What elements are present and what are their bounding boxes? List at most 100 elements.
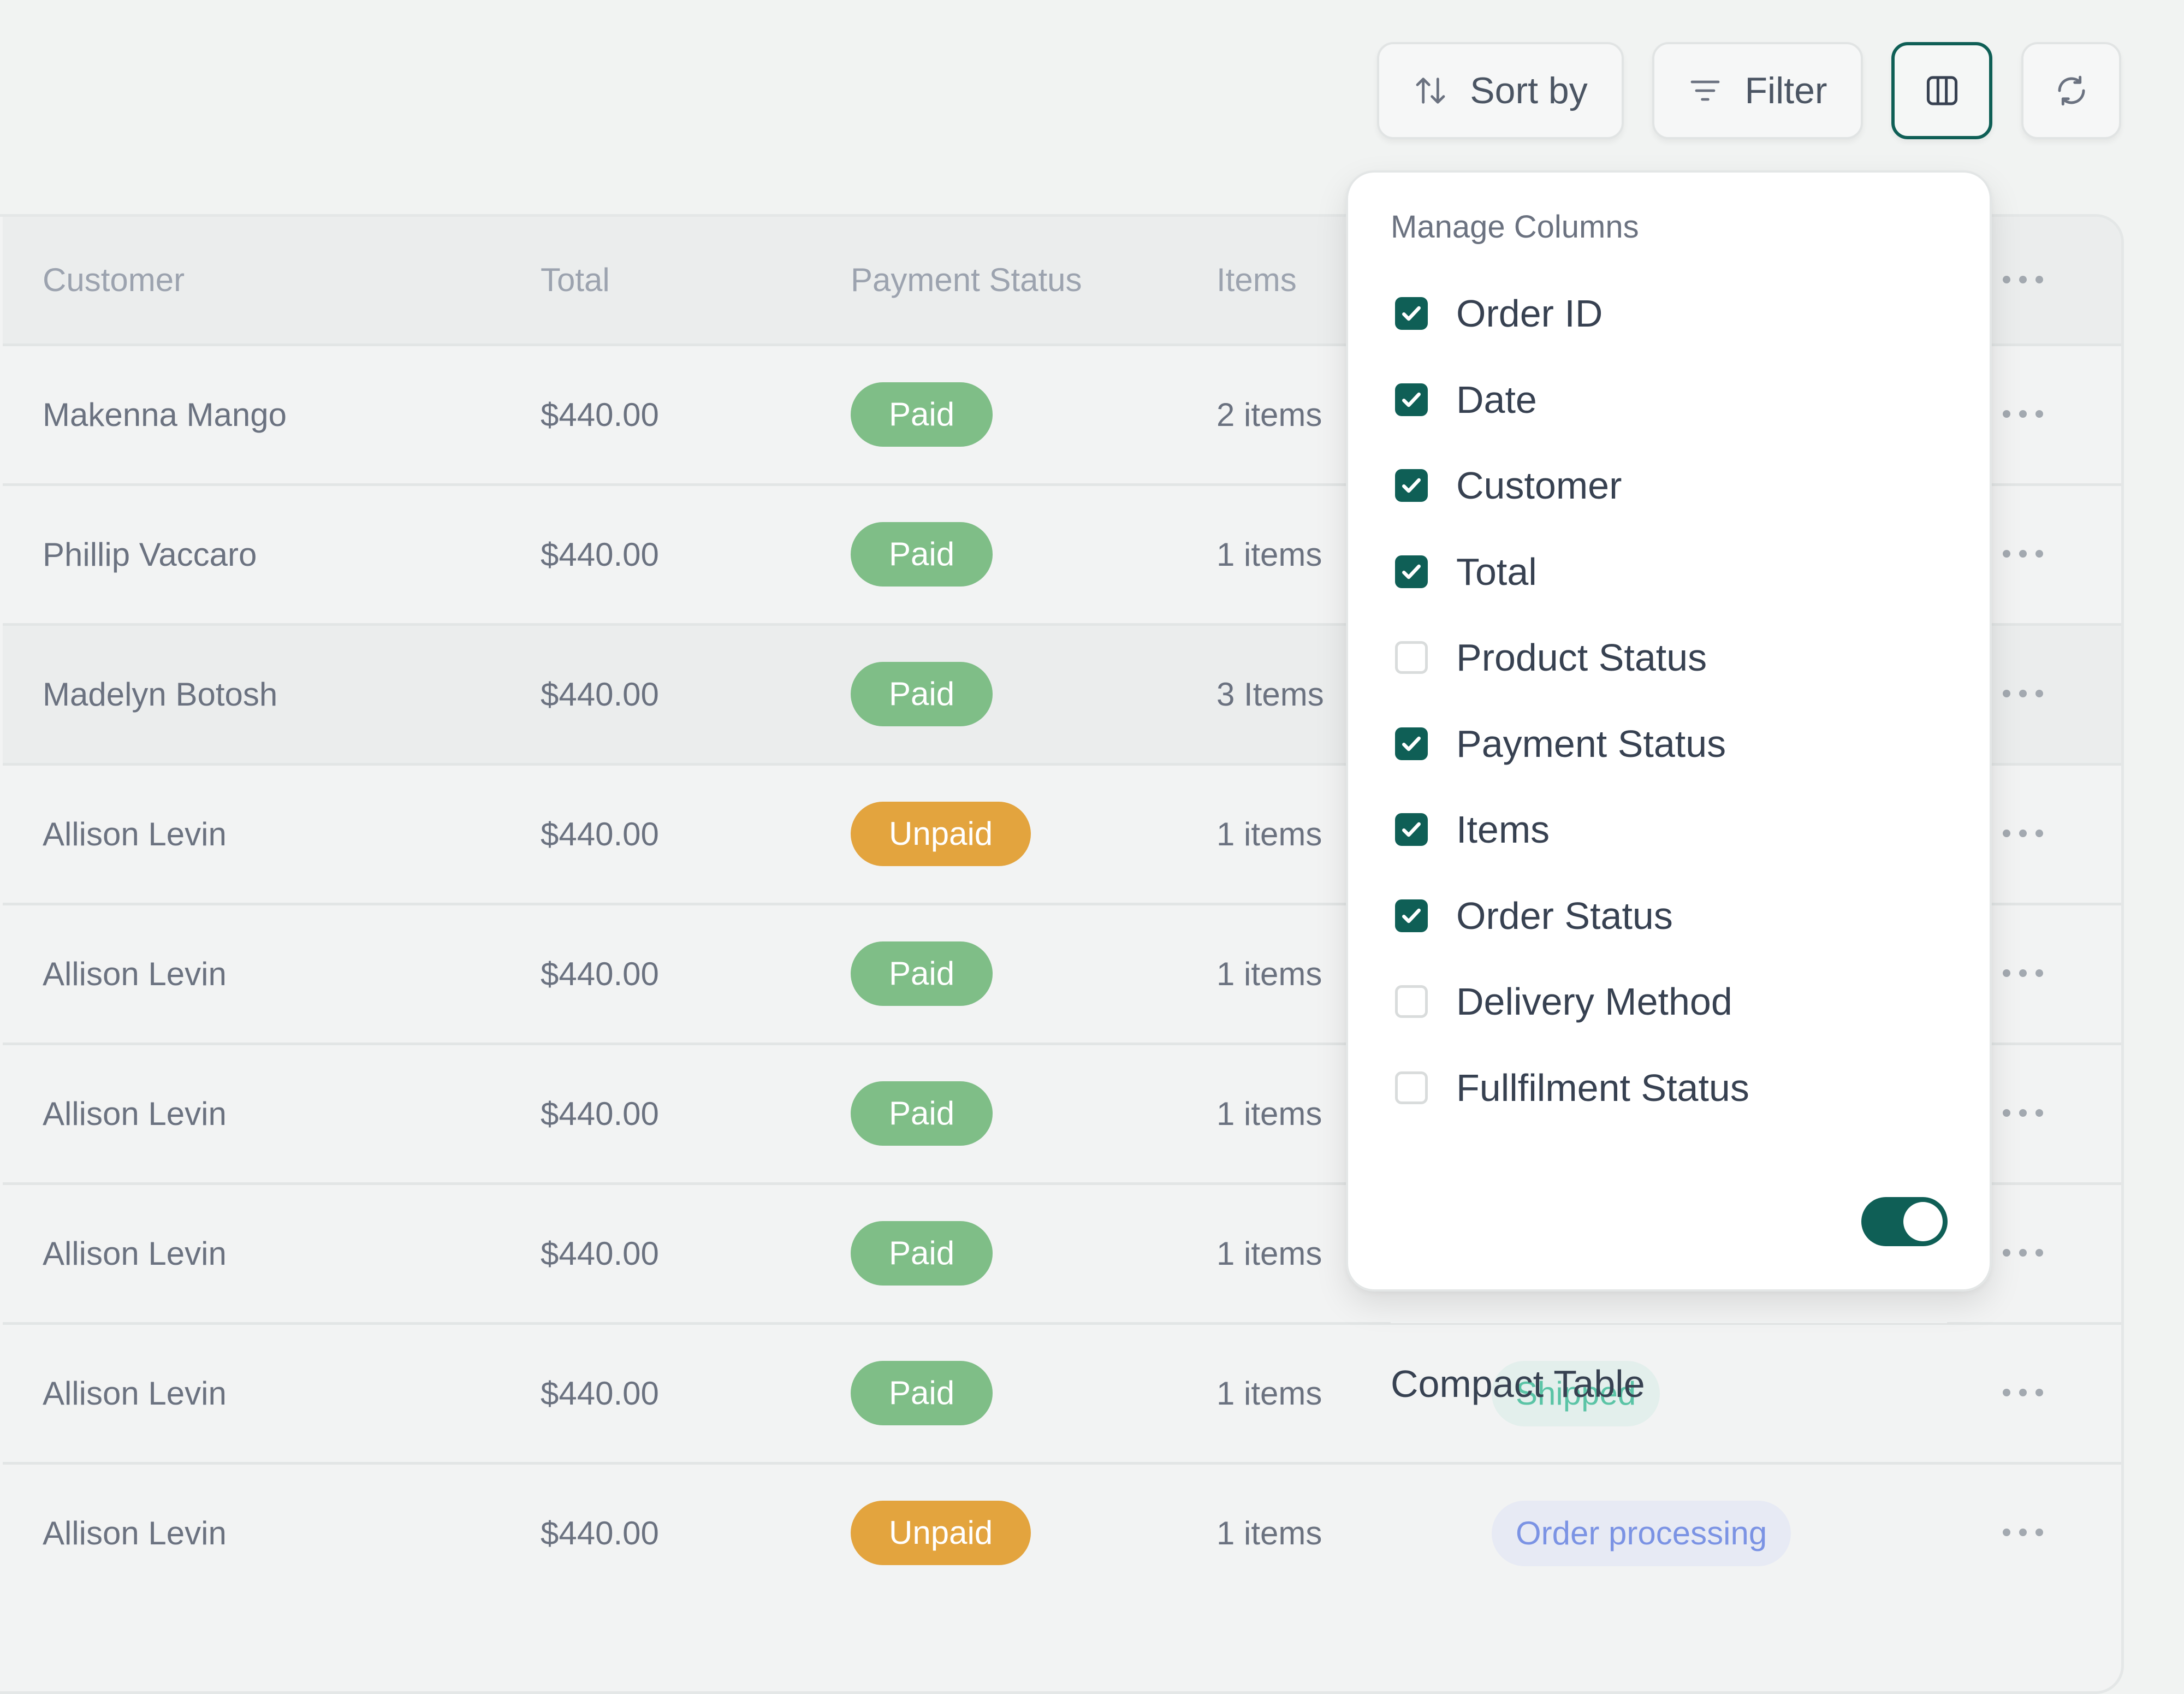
sort-by-button[interactable]: Sort by xyxy=(1377,42,1624,139)
items-cell: 1 items xyxy=(1216,956,1322,992)
column-option-label: Fullfilment Status xyxy=(1456,1067,1749,1109)
header-items[interactable]: Items xyxy=(1216,262,1297,298)
column-option[interactable]: Order ID xyxy=(1395,281,1941,346)
row-more-button[interactable] xyxy=(2001,346,2067,483)
check-icon xyxy=(1402,564,1421,579)
column-option[interactable]: Customer xyxy=(1395,453,1941,518)
total-cell: $440.00 xyxy=(541,396,659,433)
total-cell: $440.00 xyxy=(541,956,659,992)
table-row[interactable]: Allison Levin $440.00 Paid 1 items xyxy=(3,903,2121,1043)
column-checkbox[interactable] xyxy=(1395,383,1428,416)
more-horizontal-icon xyxy=(2003,1249,2043,1257)
order-status-badge: Order processing xyxy=(1492,1501,1791,1566)
payment-status-badge: Unpaid xyxy=(851,802,1031,866)
header-customer[interactable]: Customer xyxy=(43,262,185,298)
check-icon xyxy=(1402,478,1421,493)
items-cell: 1 items xyxy=(1216,1235,1322,1272)
dropdown-divider xyxy=(1391,1321,1947,1323)
customer-cell: Makenna Mango xyxy=(43,396,287,433)
column-option-label: Date xyxy=(1456,378,1537,421)
column-option[interactable]: Fullfilment Status xyxy=(1395,1055,1941,1121)
check-icon xyxy=(1402,822,1421,837)
toggle-knob xyxy=(1903,1202,1943,1241)
columns-icon xyxy=(1924,72,1961,109)
header-total[interactable]: Total xyxy=(541,262,610,298)
table-row[interactable]: Allison Levin $440.00 Paid 1 items xyxy=(3,1043,2121,1182)
customer-cell: Allison Levin xyxy=(43,1515,227,1551)
filter-label: Filter xyxy=(1744,70,1827,111)
check-icon xyxy=(1402,306,1421,321)
total-cell: $440.00 xyxy=(541,676,659,713)
row-more-button[interactable] xyxy=(2001,1325,2067,1462)
customer-cell: Madelyn Botosh xyxy=(43,676,278,713)
manage-columns-button[interactable] xyxy=(1891,42,1992,139)
row-more-button[interactable] xyxy=(2001,766,2067,903)
more-horizontal-icon xyxy=(2003,550,2043,558)
table-row[interactable]: Allison Levin $440.00 Paid 1 items xyxy=(3,1182,2121,1322)
column-option-label: Order Status xyxy=(1456,895,1673,937)
column-option-label: Customer xyxy=(1456,464,1622,507)
total-cell: $440.00 xyxy=(541,816,659,852)
payment-status-badge: Paid xyxy=(851,941,993,1006)
column-option[interactable]: Delivery Method xyxy=(1395,969,1941,1034)
table-row[interactable]: Phillip Vaccaro $440.00 Paid 1 items xyxy=(3,483,2121,623)
payment-status-badge: Paid xyxy=(851,1221,993,1286)
customer-cell: Allison Levin xyxy=(43,956,227,992)
total-cell: $440.00 xyxy=(541,1515,659,1551)
customer-cell: Allison Levin xyxy=(43,1235,227,1272)
column-option[interactable]: Total xyxy=(1395,539,1941,605)
sort-arrows-icon xyxy=(1413,73,1448,108)
check-icon xyxy=(1402,392,1421,407)
compact-table-toggle[interactable] xyxy=(1861,1197,1948,1246)
more-horizontal-icon xyxy=(2003,1109,2043,1117)
manage-columns-title: Manage Columns xyxy=(1391,209,1639,245)
order-status-badge: Shipped xyxy=(1492,1361,1660,1426)
column-checkbox[interactable] xyxy=(1395,813,1428,846)
customer-cell: Allison Levin xyxy=(43,1375,227,1412)
column-option[interactable]: Items xyxy=(1395,797,1941,862)
column-checkbox[interactable] xyxy=(1395,297,1428,330)
column-checkbox[interactable] xyxy=(1395,641,1428,674)
row-more-button[interactable] xyxy=(2001,486,2067,623)
column-option-label: Items xyxy=(1456,808,1550,851)
refresh-button[interactable] xyxy=(2021,42,2121,139)
items-cell: 1 items xyxy=(1216,1515,1322,1551)
total-cell: $440.00 xyxy=(541,1375,659,1412)
more-horizontal-icon xyxy=(2003,830,2043,837)
column-option[interactable]: Order Status xyxy=(1395,883,1941,949)
table-row[interactable]: Allison Levin $440.00 Unpaid 1 items Order p… xyxy=(3,1462,2121,1602)
column-option[interactable]: Payment Status xyxy=(1395,711,1941,777)
table-row[interactable]: Allison Levin $440.00 Unpaid 1 items xyxy=(3,763,2121,903)
column-checkbox[interactable] xyxy=(1395,555,1428,588)
check-icon xyxy=(1402,908,1421,923)
column-checkbox[interactable] xyxy=(1395,1071,1428,1104)
header-more-button[interactable] xyxy=(2001,217,2067,343)
customer-cell: Phillip Vaccaro xyxy=(43,536,257,573)
more-horizontal-icon xyxy=(2003,410,2043,418)
payment-status-badge: Paid xyxy=(851,382,993,447)
column-checkbox[interactable] xyxy=(1395,727,1428,760)
column-checkbox[interactable] xyxy=(1395,899,1428,932)
table-row[interactable]: Allison Levin $440.00 Paid 1 items Shipped xyxy=(3,1322,2121,1462)
column-option-label: Total xyxy=(1456,550,1537,593)
column-option[interactable]: Product Status xyxy=(1395,625,1941,690)
column-checkbox[interactable] xyxy=(1395,985,1428,1018)
items-cell: 1 items xyxy=(1216,536,1322,573)
row-more-button[interactable] xyxy=(2001,626,2067,763)
row-more-button[interactable] xyxy=(2001,1185,2067,1322)
more-horizontal-icon xyxy=(2003,1389,2043,1396)
filter-button[interactable]: Filter xyxy=(1652,42,1863,139)
payment-status-badge: Paid xyxy=(851,1361,993,1425)
table-row[interactable]: Makenna Mango $440.00 Paid 2 items xyxy=(3,343,2121,483)
row-more-button[interactable] xyxy=(2001,905,2067,1043)
payment-status-badge: Paid xyxy=(851,1081,993,1146)
column-checkbox[interactable] xyxy=(1395,469,1428,502)
customer-cell: Allison Levin xyxy=(43,816,227,852)
row-more-button[interactable] xyxy=(2001,1465,2067,1602)
column-option[interactable]: Date xyxy=(1395,367,1941,433)
header-payment-status[interactable]: Payment Status xyxy=(851,262,1082,298)
more-horizontal-icon xyxy=(2003,276,2043,283)
column-option-label: Product Status xyxy=(1456,636,1707,679)
items-cell: 3 Items xyxy=(1216,676,1324,713)
row-more-button[interactable] xyxy=(2001,1045,2067,1182)
